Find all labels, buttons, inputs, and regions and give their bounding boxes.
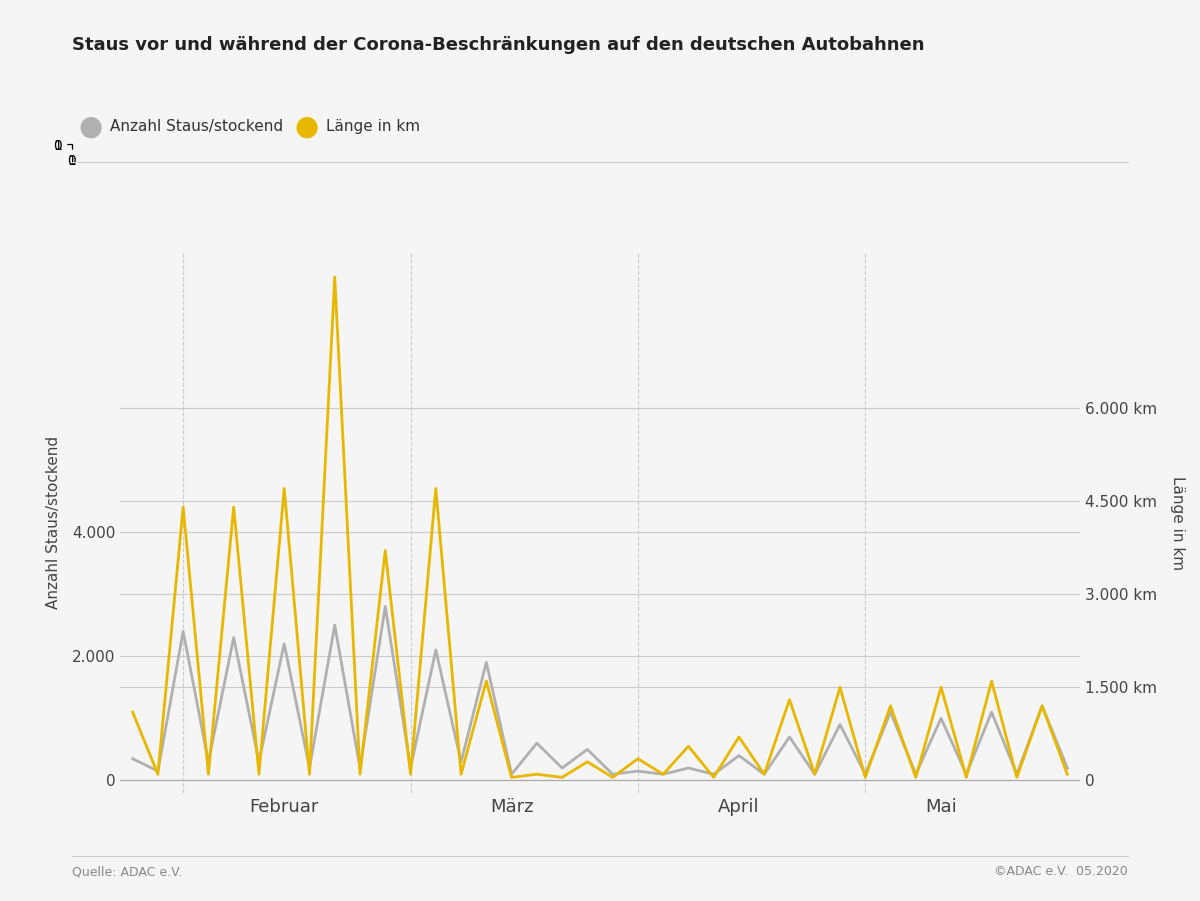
Text: Quelle: ADAC e.V.: Quelle: ADAC e.V. [72, 866, 182, 878]
Text: ©ADAC e.V.  05.2020: ©ADAC e.V. 05.2020 [995, 866, 1128, 878]
Text: Anzahl Staus/stockend: Anzahl Staus/stockend [110, 119, 283, 133]
Text: Staus vor und während der Corona-Beschränkungen auf den deutschen Autobahnen: Staus vor und während der Corona-Beschrä… [72, 36, 924, 54]
Y-axis label: Länge in km: Länge in km [1170, 476, 1184, 569]
Y-axis label: Anzahl Staus/stockend: Anzahl Staus/stockend [46, 436, 61, 609]
Text: Länge in km: Länge in km [326, 119, 420, 133]
Text: ●: ● [78, 112, 102, 141]
Text: ●: ● [294, 112, 318, 141]
